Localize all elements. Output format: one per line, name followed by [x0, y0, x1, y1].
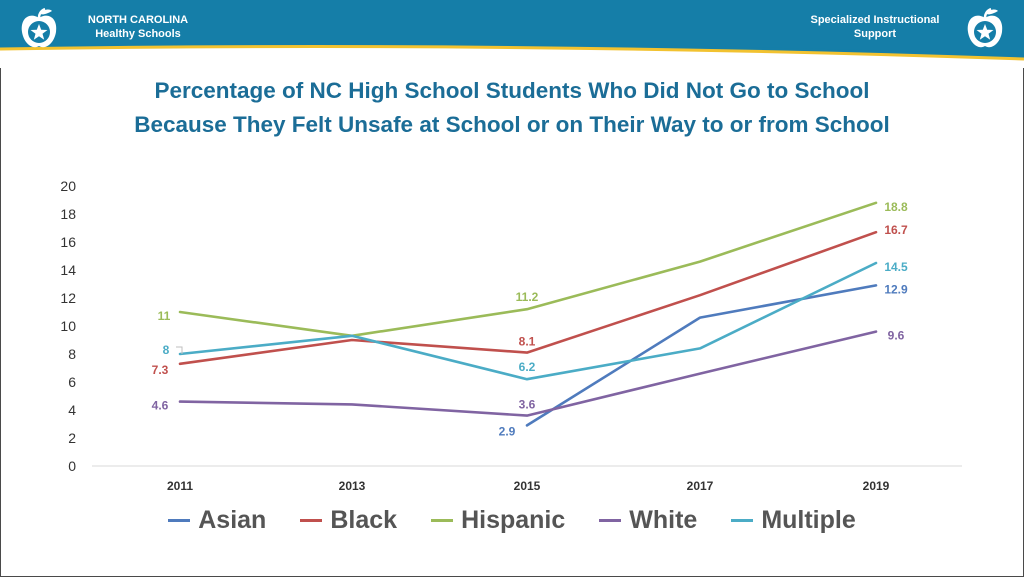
y-tick-label: 12 [60, 290, 76, 306]
y-tick-label: 20 [60, 178, 76, 194]
org-name: NORTH CAROLINA Healthy Schools [68, 13, 208, 41]
data-label-white: 4.6 [152, 399, 169, 413]
legend-swatch [431, 519, 454, 522]
y-tick-label: 6 [68, 374, 76, 390]
legend-label: Multiple [761, 506, 856, 534]
legend-label: Hispanic [461, 506, 566, 534]
data-label-multiple: 14.5 [884, 260, 908, 274]
chart-title: Percentage of NC High School Students Wh… [40, 74, 984, 142]
data-label-black: 16.7 [884, 223, 908, 237]
data-label-hispanic: 18.8 [884, 200, 908, 214]
legend-label: Asian [198, 506, 267, 534]
legend-label: White [629, 506, 698, 534]
data-label-black: 8.1 [519, 335, 536, 349]
data-label-hispanic: 11 [158, 309, 171, 323]
org-name-line2: Healthy Schools [95, 28, 181, 40]
series-line-black [178, 230, 878, 366]
x-tick-label: 2011 [167, 479, 193, 493]
y-tick-label: 0 [68, 458, 76, 474]
chart-legend: Asian Black Hispanic White Multiple [0, 506, 1024, 535]
y-tick-label: 14 [60, 262, 76, 278]
y-tick-label: 2 [68, 430, 76, 446]
chart-title-line1: Percentage of NC High School Students Wh… [154, 78, 870, 103]
legend-item-multiple: Multiple [731, 506, 856, 535]
org-name-line1: NORTH CAROLINA [87, 14, 189, 26]
data-label-hispanic: 11.2 [516, 290, 539, 304]
data-label-multiple: 8 [163, 343, 170, 357]
x-tick-label: 2019 [863, 479, 890, 493]
legend-item-white: White [599, 506, 697, 535]
legend-swatch [168, 519, 191, 522]
legend-swatch [599, 519, 622, 522]
y-tick-label: 4 [68, 402, 76, 418]
y-tick-label: 10 [60, 318, 76, 334]
legend-label: Black [330, 506, 398, 534]
legend-item-black: Black [300, 506, 397, 535]
dept-name: Specialized Instructional Support [790, 13, 960, 41]
legend-item-hispanic: Hispanic [431, 506, 565, 535]
data-label-white: 3.6 [519, 398, 536, 412]
data-label-white: 9.6 [888, 329, 905, 343]
apple-star-icon [21, 7, 57, 48]
data-label-asian: 12.9 [884, 282, 908, 296]
line-chart: 0 2 4 6 8 10 12 14 16 18 20 2011 2013 2015 2017 2019 2.9… [60, 178, 962, 493]
dept-name-line1: Specialized Instructional [810, 14, 940, 26]
series-line-white [178, 330, 878, 417]
label-leader-line [176, 346, 183, 354]
x-tick-label: 2013 [339, 479, 366, 493]
apple-star-icon [967, 7, 1003, 48]
x-tick-label: 2015 [514, 479, 541, 493]
chart-title-line2: Because They Felt Unsafe at School or on… [134, 112, 890, 137]
series-line-asian [525, 284, 878, 427]
x-tick-label: 2017 [687, 479, 714, 493]
data-label-black: 7.3 [152, 363, 169, 377]
dept-name-line2: Support [853, 28, 897, 40]
legend-swatch [300, 519, 323, 522]
y-tick-label: 8 [68, 346, 76, 362]
legend-swatch [731, 519, 754, 522]
header-swoosh [0, 44, 1024, 68]
y-tick-label: 16 [60, 234, 76, 250]
data-label-asian: 2.9 [499, 424, 516, 438]
y-tick-label: 18 [60, 206, 76, 222]
series-line-multiple [178, 261, 878, 381]
legend-item-asian: Asian [168, 506, 266, 535]
series-line-hispanic [178, 201, 878, 338]
data-label-multiple: 6.2 [519, 360, 536, 374]
